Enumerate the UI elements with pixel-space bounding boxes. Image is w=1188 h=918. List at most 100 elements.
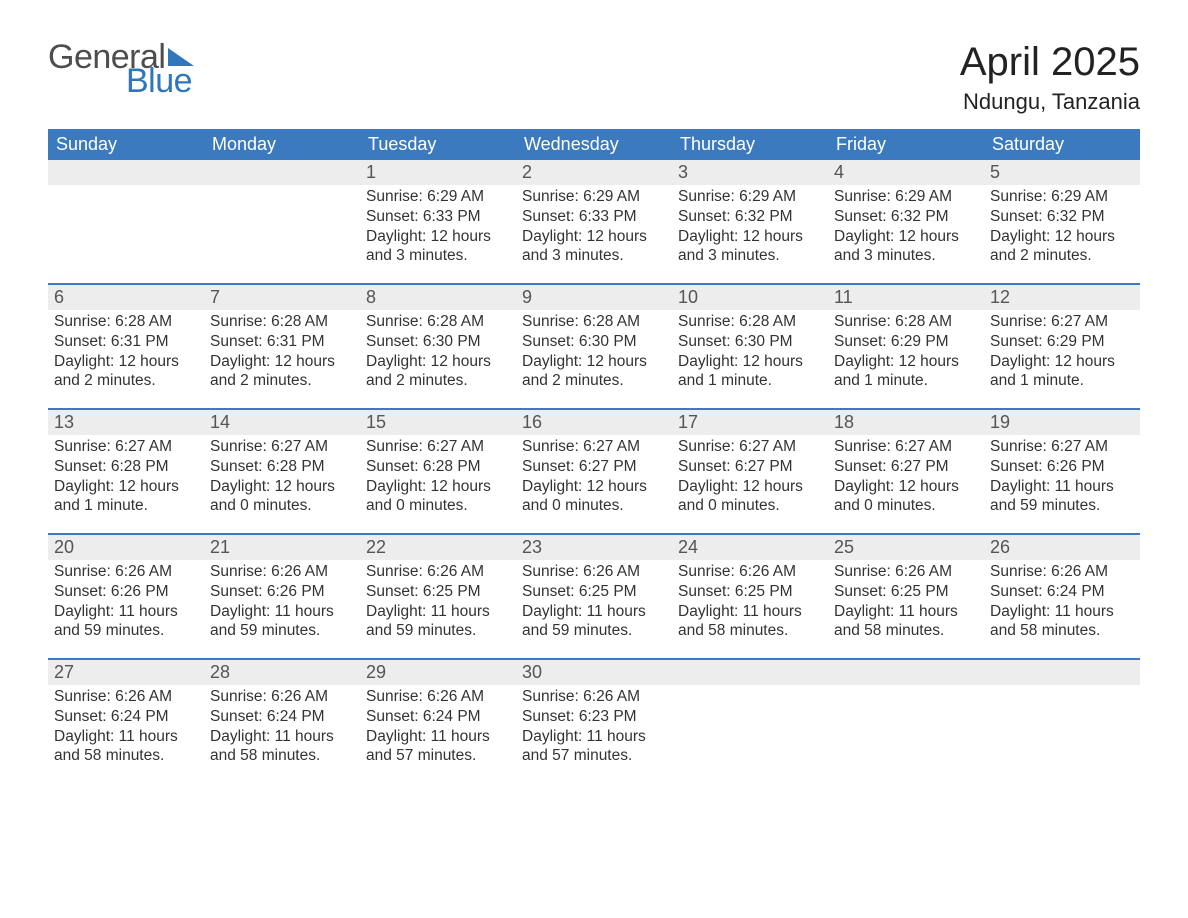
- day-sunrise: Sunrise: 6:29 AM: [366, 187, 510, 207]
- day-daylight2: and 0 minutes.: [210, 496, 354, 516]
- day-daylight2: and 59 minutes.: [522, 621, 666, 641]
- day-cell: [828, 685, 984, 783]
- day-daylight1: Daylight: 12 hours: [366, 227, 510, 247]
- day-sunset: Sunset: 6:24 PM: [990, 582, 1134, 602]
- logo-word-blue: Blue: [126, 64, 194, 98]
- day-number: 16: [516, 410, 672, 435]
- logo: General Blue: [48, 40, 194, 98]
- day-sunrise: Sunrise: 6:27 AM: [366, 437, 510, 457]
- day-sunset: Sunset: 6:27 PM: [522, 457, 666, 477]
- day-number: 27: [48, 660, 204, 685]
- day-cell: Sunrise: 6:27 AMSunset: 6:28 PMDaylight:…: [204, 435, 360, 533]
- day-sunrise: Sunrise: 6:26 AM: [366, 687, 510, 707]
- day-daylight2: and 1 minute.: [990, 371, 1134, 391]
- day-number: 11: [828, 285, 984, 310]
- day-sunset: Sunset: 6:29 PM: [990, 332, 1134, 352]
- day-cell: Sunrise: 6:29 AMSunset: 6:32 PMDaylight:…: [672, 185, 828, 283]
- day-body-row: Sunrise: 6:27 AMSunset: 6:28 PMDaylight:…: [48, 435, 1140, 533]
- day-sunrise: Sunrise: 6:27 AM: [834, 437, 978, 457]
- day-sunrise: Sunrise: 6:26 AM: [210, 562, 354, 582]
- day-cell: Sunrise: 6:28 AMSunset: 6:29 PMDaylight:…: [828, 310, 984, 408]
- day-cell: Sunrise: 6:29 AMSunset: 6:32 PMDaylight:…: [828, 185, 984, 283]
- day-number: [204, 160, 360, 185]
- day-cell: Sunrise: 6:26 AMSunset: 6:26 PMDaylight:…: [48, 560, 204, 658]
- day-sunset: Sunset: 6:24 PM: [54, 707, 198, 727]
- day-daylight2: and 2 minutes.: [522, 371, 666, 391]
- weekday-header: Sunday: [48, 129, 204, 160]
- day-sunrise: Sunrise: 6:27 AM: [54, 437, 198, 457]
- day-cell: Sunrise: 6:26 AMSunset: 6:25 PMDaylight:…: [516, 560, 672, 658]
- day-sunrise: Sunrise: 6:28 AM: [678, 312, 822, 332]
- day-daylight2: and 0 minutes.: [522, 496, 666, 516]
- day-number: 3: [672, 160, 828, 185]
- day-daylight1: Daylight: 12 hours: [990, 352, 1134, 372]
- day-number: 26: [984, 535, 1140, 560]
- day-sunset: Sunset: 6:24 PM: [210, 707, 354, 727]
- weekday-header-row: Sunday Monday Tuesday Wednesday Thursday…: [48, 129, 1140, 160]
- day-daylight1: Daylight: 12 hours: [522, 477, 666, 497]
- day-sunrise: Sunrise: 6:26 AM: [522, 562, 666, 582]
- day-cell: [672, 685, 828, 783]
- day-sunrise: Sunrise: 6:27 AM: [522, 437, 666, 457]
- day-daylight1: Daylight: 11 hours: [366, 602, 510, 622]
- day-cell: Sunrise: 6:27 AMSunset: 6:29 PMDaylight:…: [984, 310, 1140, 408]
- day-daylight1: Daylight: 12 hours: [522, 352, 666, 372]
- day-body-row: Sunrise: 6:26 AMSunset: 6:26 PMDaylight:…: [48, 560, 1140, 658]
- day-daylight2: and 58 minutes.: [54, 746, 198, 766]
- day-cell: Sunrise: 6:27 AMSunset: 6:27 PMDaylight:…: [672, 435, 828, 533]
- day-cell: Sunrise: 6:26 AMSunset: 6:24 PMDaylight:…: [48, 685, 204, 783]
- day-daylight2: and 1 minute.: [834, 371, 978, 391]
- day-sunset: Sunset: 6:25 PM: [522, 582, 666, 602]
- day-daylight2: and 2 minutes.: [54, 371, 198, 391]
- day-daylight1: Daylight: 12 hours: [834, 227, 978, 247]
- day-daylight1: Daylight: 12 hours: [678, 477, 822, 497]
- day-sunrise: Sunrise: 6:29 AM: [522, 187, 666, 207]
- day-body-row: Sunrise: 6:28 AMSunset: 6:31 PMDaylight:…: [48, 310, 1140, 408]
- weekday-header: Saturday: [984, 129, 1140, 160]
- day-sunrise: Sunrise: 6:26 AM: [366, 562, 510, 582]
- day-number: 17: [672, 410, 828, 435]
- day-daylight1: Daylight: 11 hours: [54, 727, 198, 747]
- day-number: 1: [360, 160, 516, 185]
- day-cell: Sunrise: 6:26 AMSunset: 6:25 PMDaylight:…: [672, 560, 828, 658]
- day-number: 2: [516, 160, 672, 185]
- weeks-container: 12345Sunrise: 6:29 AMSunset: 6:33 PMDayl…: [48, 160, 1140, 783]
- weekday-header: Friday: [828, 129, 984, 160]
- day-sunset: Sunset: 6:33 PM: [522, 207, 666, 227]
- weekday-header: Thursday: [672, 129, 828, 160]
- day-sunrise: Sunrise: 6:26 AM: [678, 562, 822, 582]
- day-daylight2: and 58 minutes.: [210, 746, 354, 766]
- day-daylight2: and 58 minutes.: [678, 621, 822, 641]
- day-sunrise: Sunrise: 6:27 AM: [990, 312, 1134, 332]
- day-sunrise: Sunrise: 6:27 AM: [678, 437, 822, 457]
- day-sunset: Sunset: 6:24 PM: [366, 707, 510, 727]
- day-daylight1: Daylight: 12 hours: [210, 477, 354, 497]
- day-cell: Sunrise: 6:27 AMSunset: 6:26 PMDaylight:…: [984, 435, 1140, 533]
- day-daylight1: Daylight: 12 hours: [366, 477, 510, 497]
- day-sunrise: Sunrise: 6:29 AM: [834, 187, 978, 207]
- day-sunrise: Sunrise: 6:26 AM: [54, 562, 198, 582]
- day-number: 7: [204, 285, 360, 310]
- day-cell: [48, 185, 204, 283]
- day-daylight2: and 3 minutes.: [678, 246, 822, 266]
- day-sunset: Sunset: 6:30 PM: [366, 332, 510, 352]
- day-sunset: Sunset: 6:32 PM: [678, 207, 822, 227]
- day-number: 22: [360, 535, 516, 560]
- day-daylight1: Daylight: 11 hours: [678, 602, 822, 622]
- day-number: 12: [984, 285, 1140, 310]
- day-number: [48, 160, 204, 185]
- day-cell: Sunrise: 6:26 AMSunset: 6:25 PMDaylight:…: [828, 560, 984, 658]
- day-daylight2: and 0 minutes.: [834, 496, 978, 516]
- day-daylight2: and 1 minute.: [54, 496, 198, 516]
- day-number-row: 27282930: [48, 660, 1140, 685]
- day-cell: Sunrise: 6:26 AMSunset: 6:26 PMDaylight:…: [204, 560, 360, 658]
- weekday-header: Wednesday: [516, 129, 672, 160]
- weekday-header: Tuesday: [360, 129, 516, 160]
- day-daylight2: and 59 minutes.: [366, 621, 510, 641]
- day-sunset: Sunset: 6:27 PM: [678, 457, 822, 477]
- day-daylight2: and 3 minutes.: [522, 246, 666, 266]
- day-daylight1: Daylight: 12 hours: [54, 352, 198, 372]
- day-number: 13: [48, 410, 204, 435]
- day-sunset: Sunset: 6:28 PM: [54, 457, 198, 477]
- title-month: April 2025: [960, 40, 1140, 85]
